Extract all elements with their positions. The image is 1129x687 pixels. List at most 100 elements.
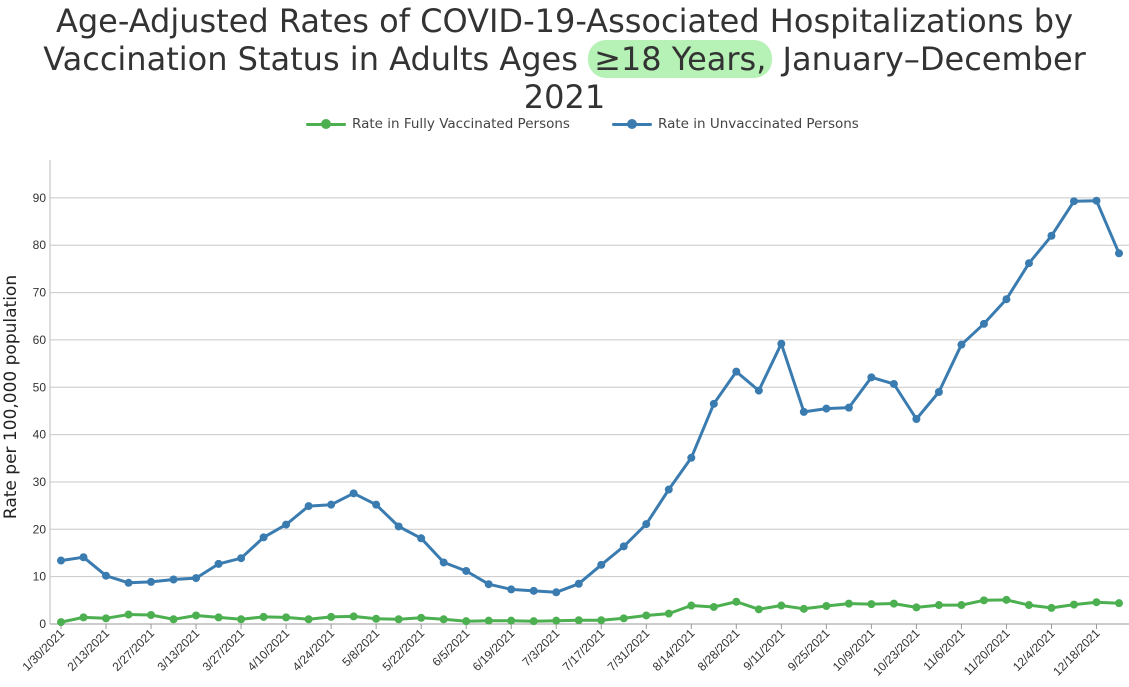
data-point-unvaccinated[interactable] — [574, 579, 583, 588]
data-point-vaccinated[interactable] — [664, 609, 673, 618]
data-point-unvaccinated[interactable] — [642, 520, 651, 529]
data-point-unvaccinated[interactable] — [732, 367, 741, 376]
data-point-unvaccinated[interactable] — [867, 373, 876, 382]
x-tick-label: 8/28/2021 — [695, 626, 743, 674]
data-point-unvaccinated[interactable] — [507, 585, 516, 594]
data-point-unvaccinated[interactable] — [124, 578, 133, 587]
data-point-vaccinated[interactable] — [282, 613, 291, 622]
data-point-vaccinated[interactable] — [934, 601, 943, 610]
data-point-vaccinated[interactable] — [349, 612, 358, 621]
data-point-vaccinated[interactable] — [979, 596, 988, 605]
data-point-vaccinated[interactable] — [844, 599, 853, 608]
data-point-unvaccinated[interactable] — [214, 559, 223, 568]
data-point-unvaccinated[interactable] — [169, 575, 178, 584]
data-point-vaccinated[interactable] — [642, 611, 651, 620]
data-point-unvaccinated[interactable] — [664, 485, 673, 494]
data-point-unvaccinated[interactable] — [552, 588, 561, 597]
data-point-unvaccinated[interactable] — [327, 500, 336, 509]
data-point-vaccinated[interactable] — [237, 615, 246, 624]
data-point-vaccinated[interactable] — [1092, 598, 1101, 607]
data-point-unvaccinated[interactable] — [979, 319, 988, 328]
data-point-vaccinated[interactable] — [732, 597, 741, 606]
data-point-vaccinated[interactable] — [687, 601, 696, 610]
data-point-vaccinated[interactable] — [484, 616, 493, 625]
data-point-unvaccinated[interactable] — [777, 339, 786, 348]
data-point-unvaccinated[interactable] — [147, 577, 156, 586]
data-point-vaccinated[interactable] — [507, 616, 516, 625]
data-point-vaccinated[interactable] — [327, 612, 336, 621]
data-point-unvaccinated[interactable] — [597, 560, 606, 569]
data-point-unvaccinated[interactable] — [394, 522, 403, 531]
data-point-vaccinated[interactable] — [1069, 600, 1078, 609]
data-point-vaccinated[interactable] — [79, 613, 88, 622]
data-point-unvaccinated[interactable] — [1024, 259, 1033, 268]
data-point-unvaccinated[interactable] — [372, 500, 381, 509]
data-point-unvaccinated[interactable] — [462, 566, 471, 575]
data-point-unvaccinated[interactable] — [1047, 231, 1056, 240]
data-point-unvaccinated[interactable] — [57, 556, 65, 565]
data-point-vaccinated[interactable] — [574, 616, 583, 625]
data-point-vaccinated[interactable] — [552, 616, 561, 625]
data-point-vaccinated[interactable] — [124, 610, 133, 619]
data-point-vaccinated[interactable] — [1024, 601, 1033, 610]
data-point-unvaccinated[interactable] — [102, 571, 111, 580]
data-point-vaccinated[interactable] — [529, 617, 538, 626]
data-point-vaccinated[interactable] — [304, 615, 313, 624]
data-point-vaccinated[interactable] — [709, 602, 718, 611]
data-point-vaccinated[interactable] — [1047, 603, 1056, 612]
x-tick-label: 11/20/2021 — [961, 626, 1013, 678]
data-point-unvaccinated[interactable] — [304, 502, 313, 511]
data-point-vaccinated[interactable] — [102, 614, 111, 623]
data-point-vaccinated[interactable] — [799, 604, 808, 613]
data-point-vaccinated[interactable] — [1115, 599, 1123, 608]
data-point-unvaccinated[interactable] — [417, 534, 426, 543]
data-point-vaccinated[interactable] — [192, 611, 201, 620]
data-point-vaccinated[interactable] — [1002, 595, 1011, 604]
data-point-unvaccinated[interactable] — [709, 399, 718, 408]
data-point-unvaccinated[interactable] — [282, 520, 291, 529]
data-point-vaccinated[interactable] — [462, 617, 471, 626]
data-point-vaccinated[interactable] — [619, 614, 628, 623]
data-point-vaccinated[interactable] — [597, 616, 606, 625]
data-point-vaccinated[interactable] — [754, 605, 763, 614]
data-point-unvaccinated[interactable] — [912, 414, 921, 423]
data-point-unvaccinated[interactable] — [754, 386, 763, 395]
data-point-unvaccinated[interactable] — [1069, 197, 1078, 206]
data-point-unvaccinated[interactable] — [889, 379, 898, 388]
data-point-unvaccinated[interactable] — [687, 453, 696, 462]
data-point-vaccinated[interactable] — [417, 613, 426, 622]
data-point-vaccinated[interactable] — [867, 600, 876, 609]
data-point-unvaccinated[interactable] — [1002, 295, 1011, 304]
data-point-vaccinated[interactable] — [777, 601, 786, 610]
data-point-unvaccinated[interactable] — [79, 553, 88, 562]
data-point-unvaccinated[interactable] — [822, 404, 831, 413]
data-point-vaccinated[interactable] — [57, 618, 65, 627]
data-point-unvaccinated[interactable] — [934, 388, 943, 396]
data-point-unvaccinated[interactable] — [529, 586, 538, 595]
data-point-unvaccinated[interactable] — [484, 580, 493, 589]
data-point-vaccinated[interactable] — [372, 614, 381, 623]
data-point-unvaccinated[interactable] — [1092, 196, 1101, 205]
data-point-vaccinated[interactable] — [889, 599, 898, 608]
data-point-vaccinated[interactable] — [214, 613, 223, 622]
data-point-unvaccinated[interactable] — [439, 558, 448, 567]
data-point-unvaccinated[interactable] — [799, 407, 808, 416]
data-point-unvaccinated[interactable] — [237, 554, 246, 563]
data-point-unvaccinated[interactable] — [619, 542, 628, 551]
data-point-vaccinated[interactable] — [957, 601, 966, 610]
data-point-unvaccinated[interactable] — [192, 574, 201, 583]
data-point-unvaccinated[interactable] — [957, 340, 966, 349]
data-point-vaccinated[interactable] — [169, 615, 178, 624]
legend-item-vaccinated[interactable]: Rate in Fully Vaccinated Persons — [306, 114, 570, 134]
data-point-vaccinated[interactable] — [822, 602, 831, 611]
data-point-vaccinated[interactable] — [147, 611, 156, 620]
data-point-unvaccinated[interactable] — [259, 533, 268, 542]
data-point-unvaccinated[interactable] — [1115, 249, 1123, 258]
data-point-unvaccinated[interactable] — [844, 403, 853, 412]
data-point-vaccinated[interactable] — [259, 612, 268, 621]
data-point-vaccinated[interactable] — [439, 615, 448, 624]
data-point-vaccinated[interactable] — [912, 603, 921, 612]
data-point-vaccinated[interactable] — [394, 615, 403, 624]
legend-item-unvaccinated[interactable]: Rate in Unvaccinated Persons — [612, 114, 859, 134]
data-point-unvaccinated[interactable] — [349, 489, 358, 498]
